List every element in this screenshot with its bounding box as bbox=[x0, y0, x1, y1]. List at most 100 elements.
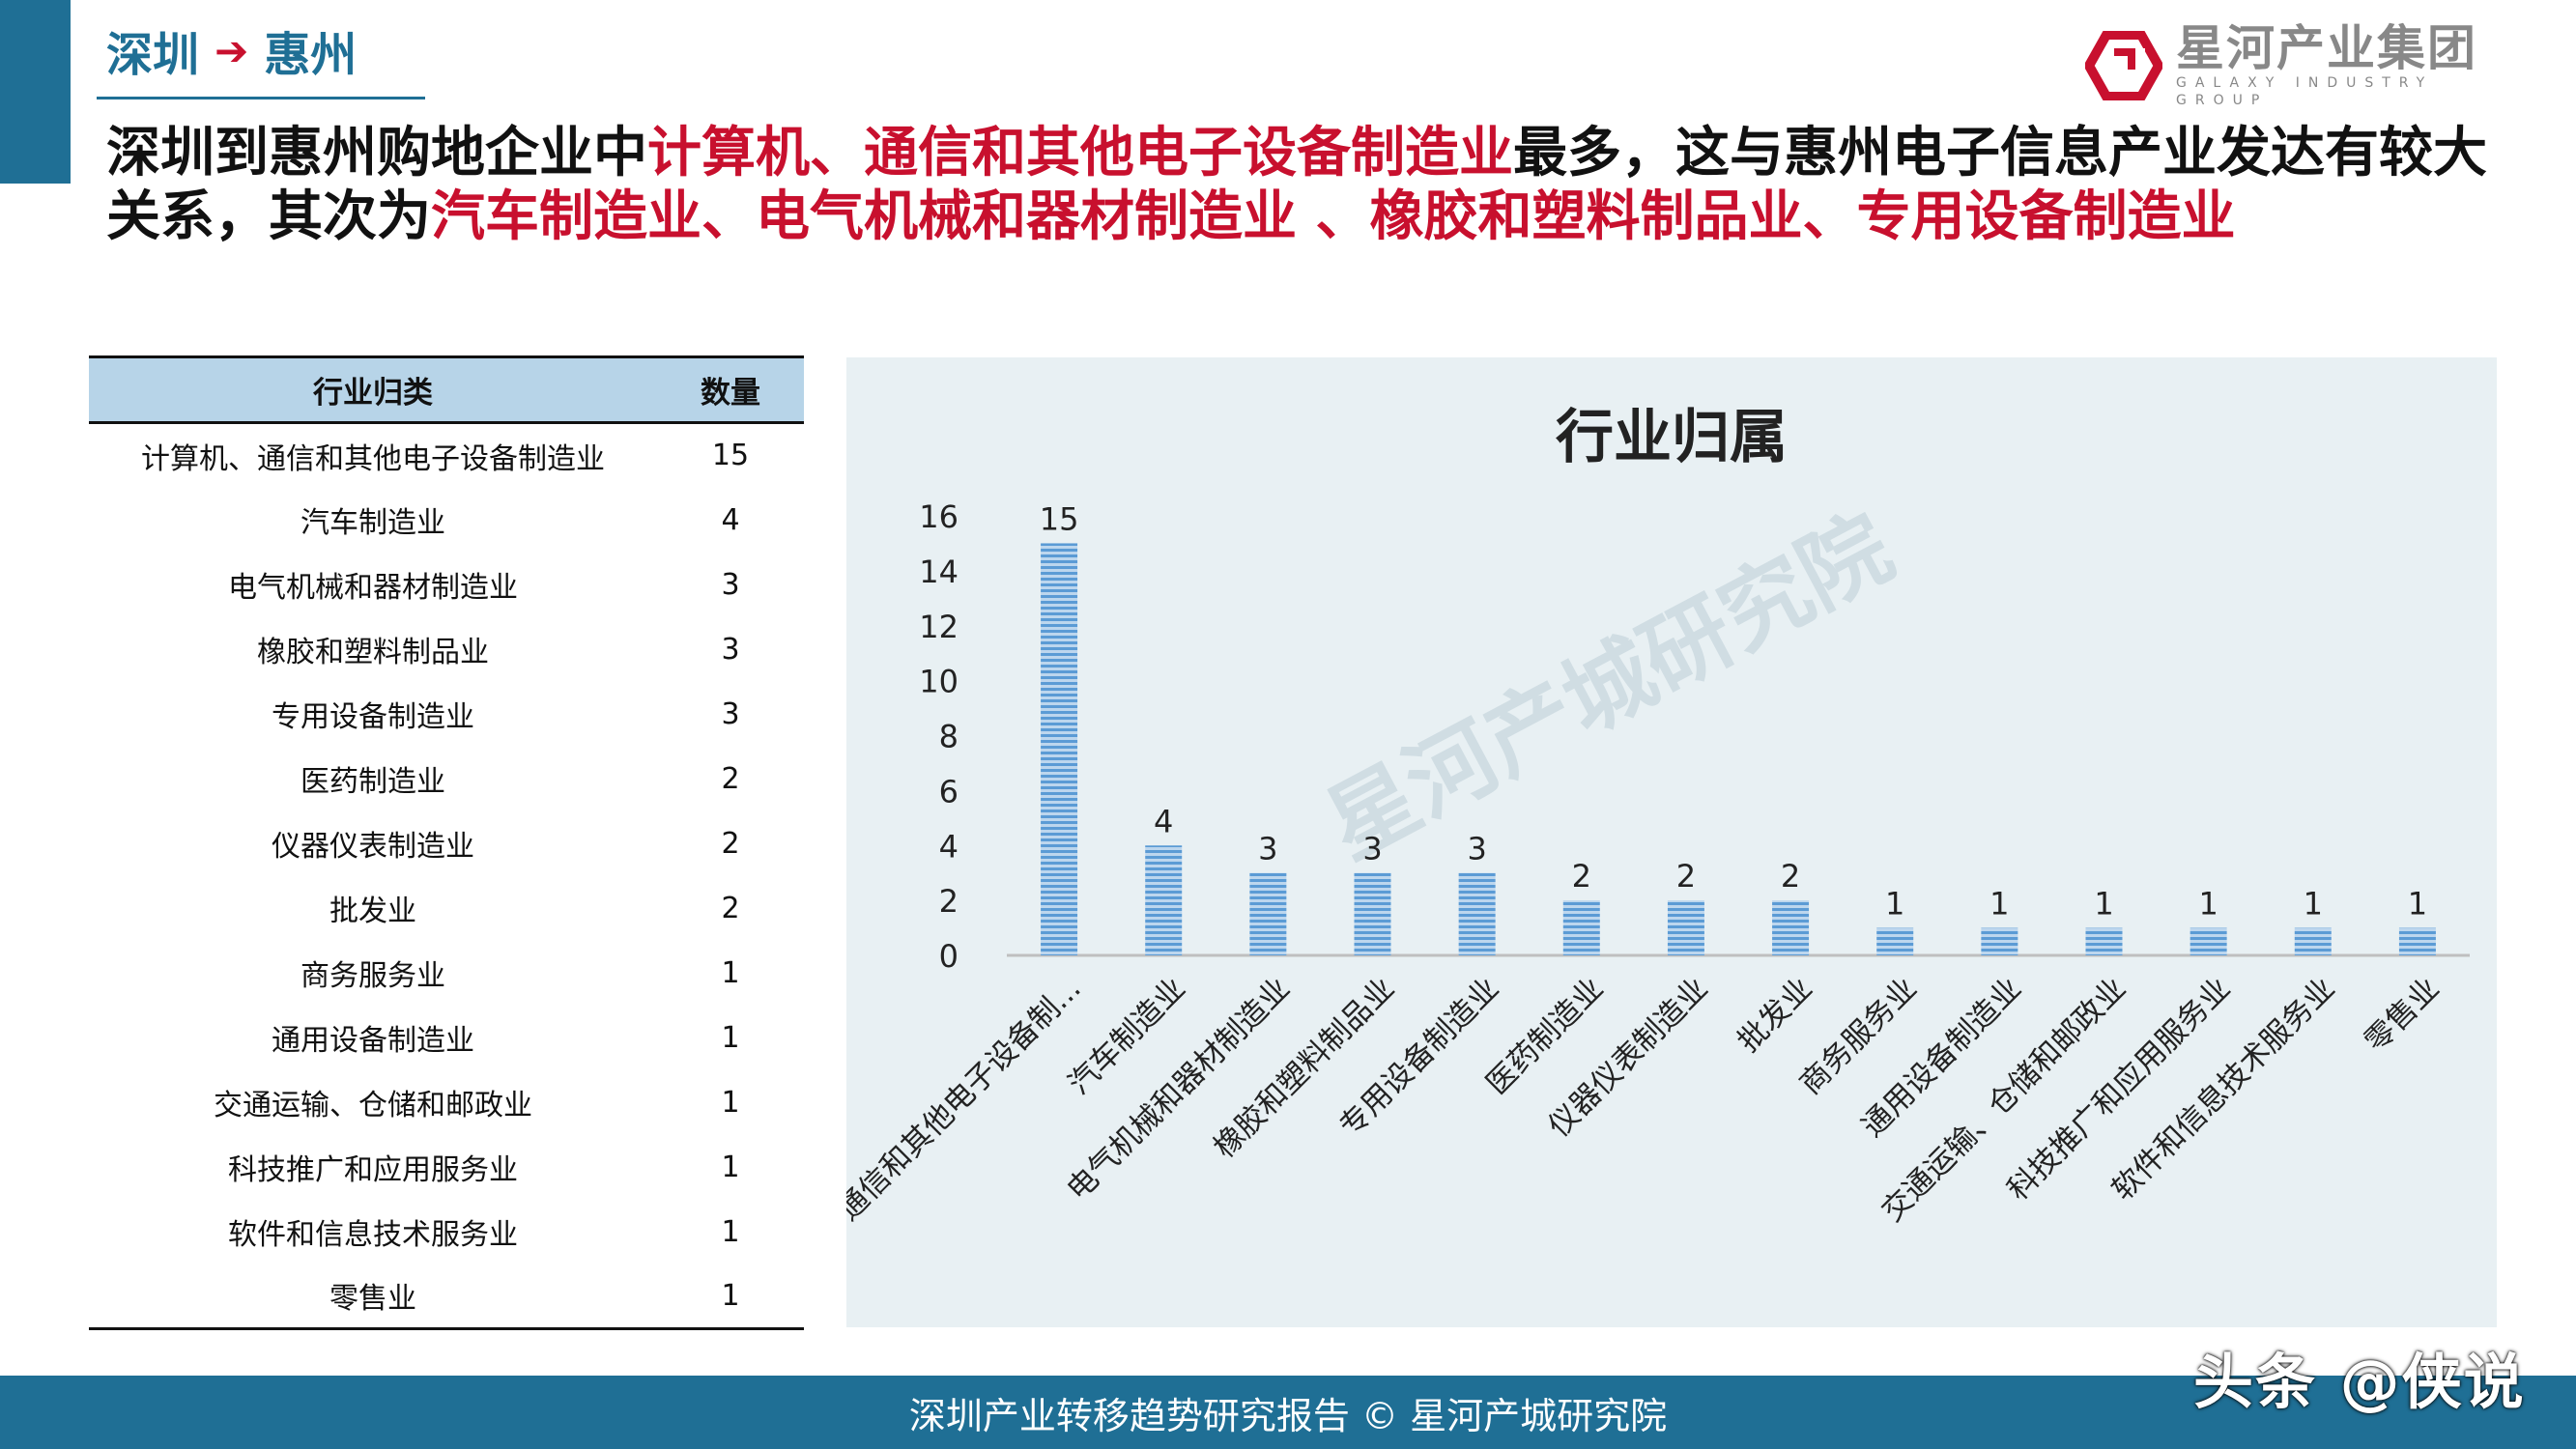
corner-watermark: 头条 @侠说 bbox=[2193, 1347, 2526, 1417]
logo-english: GALAXY INDUSTRY GROUP bbox=[2176, 75, 2434, 108]
header-industry: 行业归类 bbox=[89, 355, 657, 424]
bar bbox=[1667, 900, 1704, 955]
industry-name-cell: 橡胶和塑料制品业 bbox=[257, 636, 489, 669]
data-label: 2 bbox=[1781, 858, 1800, 895]
table-row: 交通运输、仓储和邮政业 1 bbox=[89, 1070, 804, 1135]
industry-chart-panel: 星河产城研究院 0 2 4 6 8 10 12 14 16 15 计算机、通信和其他电子设备制... 4… bbox=[846, 357, 2497, 1327]
x-category-label: 计算机、通信和其他电子设备制... bbox=[846, 971, 1088, 1312]
x-category-label: 批发业 bbox=[1732, 971, 1819, 1059]
header-count: 数量 bbox=[657, 355, 804, 424]
table-row: 医药制造业 2 bbox=[89, 747, 804, 811]
x-category-label: 零售业 bbox=[2358, 971, 2446, 1059]
arrow-right-icon: ➔ bbox=[215, 26, 249, 74]
headline-highlight-1: 计算机、通信和其他电子设备制造业 bbox=[647, 122, 1513, 185]
industry-count-cell: 2 bbox=[721, 891, 740, 925]
table-row: 软件和信息技术服务业 1 bbox=[89, 1200, 804, 1264]
data-label: 2 bbox=[1676, 858, 1696, 895]
bar bbox=[1772, 900, 1810, 955]
industry-count-cell: 4 bbox=[721, 502, 740, 537]
bar bbox=[1249, 872, 1287, 955]
industry-name-cell: 零售业 bbox=[89, 1264, 657, 1330]
data-label: 15 bbox=[1040, 500, 1079, 537]
industry-count-cell: 1 bbox=[721, 955, 740, 990]
data-label: 4 bbox=[1154, 803, 1173, 839]
bar bbox=[2294, 927, 2332, 955]
logo-icon bbox=[2085, 31, 2162, 100]
bar bbox=[1562, 900, 1600, 955]
bar bbox=[1876, 927, 1914, 955]
industry-name-cell: 医药制造业 bbox=[301, 765, 445, 799]
industry-count-cell: 2 bbox=[721, 826, 740, 861]
industry-count-cell: 1 bbox=[721, 1085, 740, 1120]
industry-name-cell: 科技推广和应用服务业 bbox=[228, 1153, 518, 1187]
breadcrumb-from: 深圳 bbox=[106, 28, 200, 82]
table-row: 仪器仪表制造业 2 bbox=[89, 811, 804, 876]
table-row: 批发业 2 bbox=[89, 876, 804, 941]
y-tick-label: 14 bbox=[919, 554, 959, 590]
data-label: 1 bbox=[2304, 886, 2323, 923]
data-label: 1 bbox=[2408, 886, 2427, 923]
industry-count-cell: 3 bbox=[721, 567, 740, 602]
y-tick-label: 6 bbox=[939, 773, 959, 810]
chart-title: 行业归属 bbox=[1556, 404, 1788, 471]
y-tick-label: 10 bbox=[919, 664, 959, 700]
bar bbox=[1041, 543, 1078, 955]
page-headline: 深圳到惠州购地企业中计算机、通信和其他电子设备制造业最多，这与惠州电子信息产业发… bbox=[106, 122, 2503, 249]
data-label: 1 bbox=[2198, 886, 2218, 923]
industry-count-cell: 1 bbox=[721, 1020, 740, 1055]
left-accent-bar bbox=[0, 0, 71, 184]
industry-name-cell: 商务服务业 bbox=[301, 959, 445, 993]
table-row: 计算机、通信和其他电子设备制造业 15 bbox=[89, 423, 804, 488]
y-tick-label: 2 bbox=[939, 883, 959, 920]
data-label: 1 bbox=[2094, 886, 2113, 923]
bar bbox=[1354, 872, 1391, 955]
industry-name-cell: 专用设备制造业 bbox=[272, 700, 474, 734]
data-label: 1 bbox=[1989, 886, 2009, 923]
industry-count-cell: 1 bbox=[657, 1264, 804, 1330]
headline-part-2: 最多，这与惠州电子信息产业发达有较大关系，其次为 bbox=[106, 122, 2487, 248]
company-logo: 星河产业集团 GALAXY INDUSTRY GROUP bbox=[2085, 22, 2501, 108]
data-label: 2 bbox=[1572, 858, 1591, 895]
headline-part-1: 深圳到惠州购地企业中 bbox=[106, 122, 647, 185]
industry-count-cell: 2 bbox=[721, 761, 740, 796]
data-label: 3 bbox=[1258, 831, 1277, 867]
table-row: 商务服务业 1 bbox=[89, 941, 804, 1006]
industry-name-cell: 通用设备制造业 bbox=[272, 1024, 474, 1058]
industry-name-cell: 电气机械和器材制造业 bbox=[228, 571, 518, 605]
footer-text: 深圳产业转移趋势研究报告 © 星河产城研究院 bbox=[908, 1394, 1668, 1437]
industry-table: 行业归类 数量 计算机、通信和其他电子设备制造业 15 汽车制造业 4 电气机械和器材制… bbox=[89, 355, 804, 1330]
data-label: 3 bbox=[1467, 831, 1486, 867]
data-label: 1 bbox=[1885, 886, 1904, 923]
industry-count-cell: 15 bbox=[711, 439, 750, 473]
industry-name-cell: 仪器仪表制造业 bbox=[272, 830, 474, 864]
bar bbox=[2398, 927, 2436, 955]
industry-name-cell: 批发业 bbox=[329, 895, 416, 928]
breadcrumb-to: 惠州 bbox=[264, 28, 358, 82]
bar bbox=[1981, 927, 2018, 955]
headline-highlight-2: 汽车制造业、电气机械和器材制造业 、橡胶和塑料制品业、专用设备制造业 bbox=[431, 185, 2236, 248]
industry-count-cell: 3 bbox=[721, 632, 740, 667]
industry-name-cell: 软件和信息技术服务业 bbox=[228, 1218, 518, 1252]
bar bbox=[2085, 927, 2123, 955]
y-tick-label: 0 bbox=[939, 938, 959, 975]
logo-name: 星河产业集团 bbox=[2176, 20, 2477, 76]
industry-count-cell: 3 bbox=[721, 696, 740, 731]
table-row: 橡胶和塑料制品业 3 bbox=[89, 617, 804, 682]
table-header-row: 行业归类 数量 bbox=[89, 355, 804, 424]
table-row: 电气机械和器材制造业 3 bbox=[89, 553, 804, 617]
x-category-label: 橡胶和塑料制品业 bbox=[1207, 971, 1401, 1165]
industry-count-cell: 1 bbox=[721, 1150, 740, 1184]
bar bbox=[1458, 872, 1496, 955]
table-row: 通用设备制造业 1 bbox=[89, 1006, 804, 1070]
y-tick-label: 12 bbox=[919, 609, 959, 645]
industry-count-cell: 1 bbox=[721, 1214, 740, 1249]
footer-bar: 深圳产业转移趋势研究报告 © 星河产城研究院 bbox=[0, 1376, 2576, 1449]
table-row: 科技推广和应用服务业 1 bbox=[89, 1135, 804, 1200]
industry-name-cell: 汽车制造业 bbox=[301, 506, 445, 540]
data-label: 3 bbox=[1362, 831, 1382, 867]
breadcrumb-underline bbox=[97, 97, 425, 99]
industry-name-cell: 交通运输、仓储和邮政业 bbox=[214, 1089, 532, 1122]
breadcrumb: 深圳 ➔ 惠州 bbox=[106, 21, 357, 83]
y-tick-label: 4 bbox=[939, 828, 959, 865]
